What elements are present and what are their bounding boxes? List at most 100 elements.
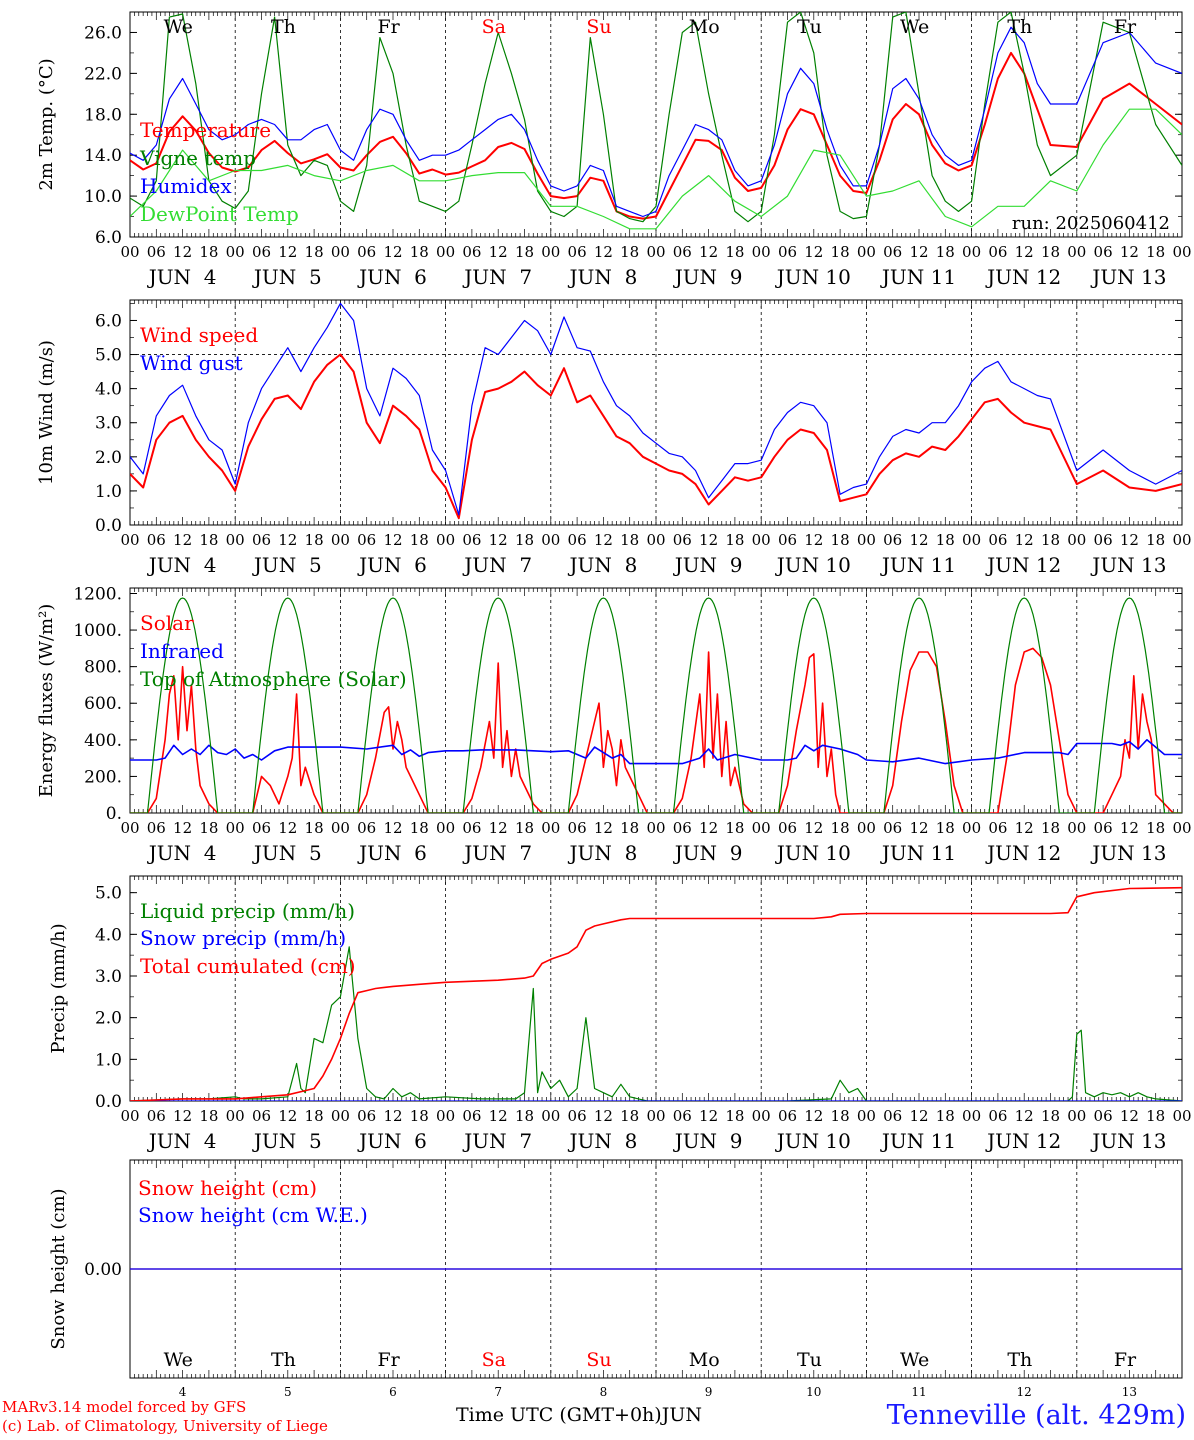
x-hour-label: 18 bbox=[725, 819, 744, 837]
weekday-label: Tu bbox=[797, 16, 822, 38]
legend-entry: Solar bbox=[140, 611, 194, 635]
x-hour-label: 12 bbox=[383, 1107, 402, 1125]
x-hour-label: 00 bbox=[541, 819, 560, 837]
weekday-label: Fr bbox=[1114, 16, 1137, 38]
x-hour-label: 12 bbox=[173, 819, 192, 837]
x-day-label: JUN 9 bbox=[673, 841, 743, 865]
x-hour-label: 12 bbox=[1015, 819, 1034, 837]
x-day-label: JUN 12 bbox=[985, 1129, 1061, 1153]
y-axis-label: 10m Wind (m/s) bbox=[36, 340, 57, 485]
x-hour-label: 00 bbox=[646, 1107, 665, 1125]
x-hour-label: 06 bbox=[568, 819, 587, 837]
y-tick-label: 10.0 bbox=[84, 187, 122, 207]
x-hour-label: 06 bbox=[778, 819, 797, 837]
y-tick-label: 0. bbox=[106, 804, 122, 824]
x-day-label: JUN 4 bbox=[147, 265, 217, 289]
date-number: 12 bbox=[1017, 1385, 1032, 1399]
x-hour-label: 18 bbox=[305, 243, 324, 261]
panel-1: 6.0 10.0 14.0 18.0 22.0 26.0 2m Temp. (°C) Temp… bbox=[36, 11, 1192, 289]
x-hour-label: 00 bbox=[120, 531, 139, 549]
y-tick-label: 2.0 bbox=[95, 448, 122, 468]
series-line-humidex bbox=[130, 26, 1182, 218]
weekday-label: Fr bbox=[377, 16, 400, 38]
date-number: 6 bbox=[389, 1385, 397, 1399]
y-tick-label: 800. bbox=[84, 658, 122, 678]
run-label: run: 2025060412 bbox=[1012, 213, 1170, 234]
x-hour-label: 06 bbox=[252, 1107, 271, 1125]
x-hour-label: 00 bbox=[436, 243, 455, 261]
date-number: 11 bbox=[911, 1385, 926, 1399]
x-hour-label: 12 bbox=[594, 243, 613, 261]
x-day-label: JUN 10 bbox=[775, 841, 851, 865]
x-hour-label: 06 bbox=[673, 819, 692, 837]
x-hour-label: 18 bbox=[1041, 243, 1060, 261]
x-hour-label: 18 bbox=[831, 1107, 850, 1125]
x-hour-label: 18 bbox=[515, 1107, 534, 1125]
x-day-label: JUN 10 bbox=[775, 265, 851, 289]
x-hour-label: 12 bbox=[804, 1107, 823, 1125]
plot-frame bbox=[129, 587, 1183, 814]
x-day-label: JUN 6 bbox=[357, 841, 427, 865]
series-group bbox=[130, 886, 1182, 1101]
legend-entry: Snow height (cm) bbox=[138, 1176, 317, 1200]
legend-entry: Humidex bbox=[140, 174, 232, 198]
x-hour-label: 00 bbox=[752, 819, 771, 837]
y-tick-label: 1000. bbox=[73, 621, 122, 641]
y-tick-label: 3.0 bbox=[95, 414, 122, 434]
y-axis-label: Precip (mm/h) bbox=[48, 923, 69, 1053]
weekday-label: Sa bbox=[482, 1349, 506, 1371]
x-hour-label: 00 bbox=[962, 531, 981, 549]
weekday-label: Su bbox=[586, 1349, 611, 1371]
x-hour-label: 18 bbox=[936, 819, 955, 837]
time-axis-title: Time UTC (GMT+0h) bbox=[456, 1404, 662, 1426]
date-number: 4 bbox=[179, 1385, 187, 1399]
series-line-temperature bbox=[130, 51, 1182, 220]
x-hour-label: 06 bbox=[1094, 243, 1113, 261]
x-hour-label: 06 bbox=[883, 243, 902, 261]
x-hour-label: 00 bbox=[436, 819, 455, 837]
y-axis-label: 2m Temp. (°C) bbox=[36, 58, 57, 190]
x-hour-label: 06 bbox=[988, 531, 1007, 549]
y-tick-label: 200. bbox=[84, 767, 122, 787]
x-hour-label: 18 bbox=[1041, 531, 1060, 549]
weekday-label: Mo bbox=[689, 1349, 720, 1371]
x-hour-label: 12 bbox=[1120, 819, 1139, 837]
y-tick-label: 1.0 bbox=[95, 482, 122, 502]
x-hour-label: 06 bbox=[462, 531, 481, 549]
series-group bbox=[130, 12, 1182, 230]
x-hour-label: 12 bbox=[278, 819, 297, 837]
x-hour-label: 00 bbox=[226, 819, 245, 837]
x-day-label: JUN 12 bbox=[985, 265, 1061, 289]
series-line-infrared bbox=[130, 739, 1182, 765]
x-hour-label: 18 bbox=[515, 531, 534, 549]
date-number: 10 bbox=[806, 1385, 821, 1399]
x-hour-label: 12 bbox=[1120, 243, 1139, 261]
y-tick-label: 600. bbox=[84, 694, 122, 714]
x-hour-label: 18 bbox=[620, 819, 639, 837]
x-day-label: JUN 4 bbox=[147, 553, 217, 577]
date-number: 8 bbox=[600, 1385, 608, 1399]
x-hour-label: 12 bbox=[594, 819, 613, 837]
legend-entry: Total cumulated (cm) bbox=[140, 954, 356, 978]
x-hour-label: 06 bbox=[568, 243, 587, 261]
x-hour-label: 18 bbox=[1146, 819, 1165, 837]
weekday-label: Th bbox=[271, 16, 296, 38]
weekday-label: Fr bbox=[1114, 1349, 1137, 1371]
x-hour-label: 18 bbox=[725, 531, 744, 549]
series-line-dewpoint-temp bbox=[130, 108, 1182, 230]
x-day-label: JUN 6 bbox=[357, 1129, 427, 1153]
x-hour-label: 06 bbox=[357, 1107, 376, 1125]
x-hour-label: 12 bbox=[1015, 1107, 1034, 1125]
x-day-label: JUN 10 bbox=[775, 1129, 851, 1153]
x-hour-label: 12 bbox=[489, 243, 508, 261]
x-hour-label: 06 bbox=[883, 1107, 902, 1125]
x-hour-label: 18 bbox=[1041, 1107, 1060, 1125]
x-day-label: JUN 11 bbox=[880, 265, 956, 289]
x-hour-label: 06 bbox=[357, 819, 376, 837]
y-tick-label: 4.0 bbox=[95, 925, 122, 945]
x-hour-label-final: 00 bbox=[1172, 1107, 1191, 1125]
x-hour-label: 18 bbox=[199, 1107, 218, 1125]
x-day-label: JUN 9 bbox=[673, 1129, 743, 1153]
x-hour-label: 06 bbox=[462, 1107, 481, 1125]
x-day-label: JUN 8 bbox=[567, 841, 637, 865]
